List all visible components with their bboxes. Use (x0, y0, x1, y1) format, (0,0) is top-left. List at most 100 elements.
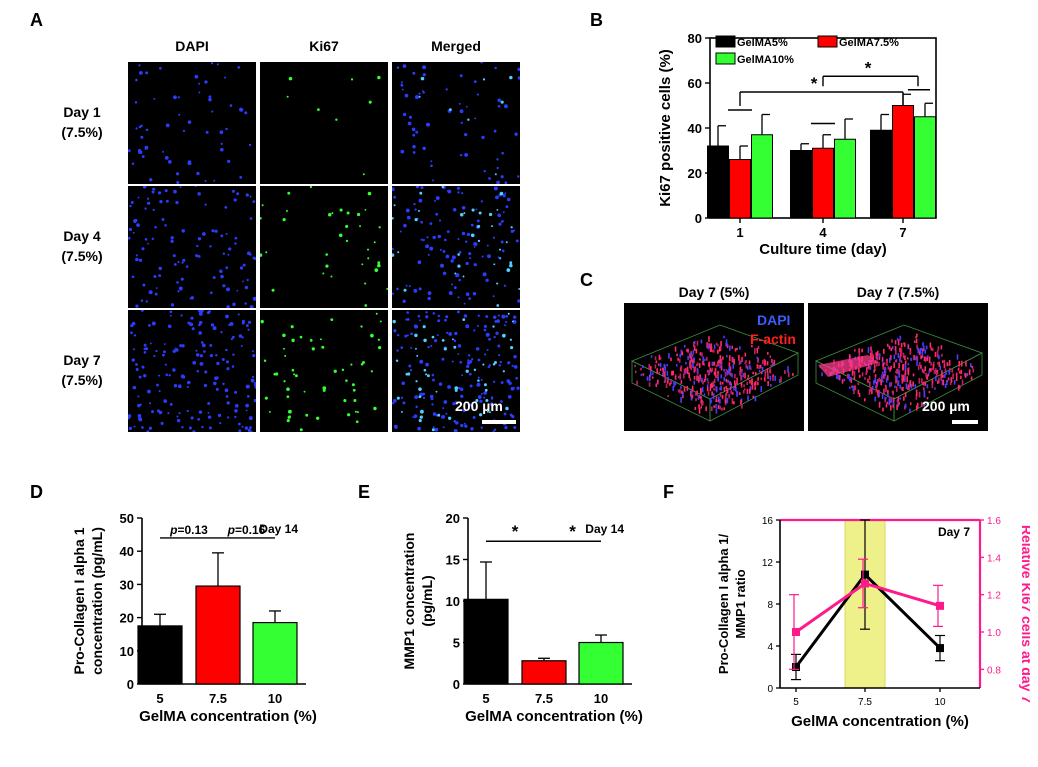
nucleus-dot (178, 113, 181, 116)
nucleus-dot (234, 415, 237, 419)
cell-voxel (889, 367, 891, 372)
cell-voxel (719, 392, 722, 398)
y-tick-label: 0 (127, 677, 134, 692)
nucleus-dot (144, 347, 149, 351)
cell-voxel (877, 389, 879, 396)
marker-square (936, 601, 944, 610)
ki67-dot (400, 410, 403, 413)
cell-voxel (904, 373, 906, 378)
cell-voxel (681, 351, 684, 356)
cell-voxel (740, 375, 743, 381)
nucleus-dot (501, 314, 506, 319)
cell-voxel (901, 374, 903, 380)
nucleus-dot (203, 383, 208, 388)
ki67-dot (322, 272, 325, 275)
nucleus-dot (457, 191, 460, 194)
nucleus-dot (503, 412, 507, 416)
cell-voxel (696, 370, 699, 374)
nucleus-dot (468, 252, 472, 256)
ki67-dot (493, 263, 496, 266)
cell-voxel (885, 386, 887, 392)
cell-voxel (674, 346, 677, 352)
nucleus-dot (471, 406, 474, 409)
cell-voxel (921, 378, 923, 384)
nucleus-dot (483, 169, 486, 173)
nucleus-dot (204, 179, 207, 182)
nucleus-dot (511, 414, 515, 419)
cell-voxel (899, 397, 902, 400)
cell-voxel (915, 394, 918, 400)
cell-voxel (717, 399, 719, 402)
cell-voxel (695, 398, 697, 402)
nucleus-dot (177, 290, 180, 293)
y-tick-label: 5 (453, 636, 460, 651)
x-axis-label: GelMA concentration (%) (139, 708, 317, 725)
cell-voxel (949, 382, 952, 386)
x-tick-label: 7.5 (209, 691, 227, 706)
nucleus-dot (418, 92, 421, 95)
nucleus-dot (415, 186, 420, 189)
nucleus-dot (248, 416, 253, 421)
nucleus-dot (451, 255, 456, 260)
nucleus-dot (396, 287, 399, 291)
cell-voxel (650, 366, 652, 372)
ki67-dot (449, 108, 452, 112)
micrograph-ki67-2 (260, 186, 388, 308)
nucleus-dot (225, 232, 228, 235)
cell-voxel (640, 373, 643, 376)
nucleus-dot (516, 132, 518, 135)
nucleus-dot (141, 365, 145, 369)
cell-voxel (923, 356, 926, 362)
cell-voxel (913, 340, 916, 343)
cell-voxel (946, 380, 948, 386)
ki67-dot (286, 95, 289, 98)
nucleus-dot (483, 396, 486, 399)
cell-voxel (882, 407, 884, 412)
nucleus-dot (437, 319, 441, 323)
ki67-dot (506, 268, 511, 273)
cell-voxel (917, 348, 920, 354)
ki67-dot (509, 75, 513, 80)
nucleus-dot (508, 381, 512, 386)
cell-voxel (699, 395, 701, 399)
cell-voxel (886, 361, 888, 367)
cell-voxel (655, 383, 658, 387)
nucleus-dot (148, 426, 153, 430)
nucleus-dot (455, 274, 458, 278)
micrograph-dapi-3 (128, 310, 256, 432)
cell-voxel (931, 368, 933, 371)
cell-voxel (659, 356, 662, 360)
cell-voxel (715, 386, 718, 393)
ki67-dot (423, 368, 427, 372)
nucleus-dot (479, 399, 483, 403)
nucleus-dot (201, 232, 206, 236)
ki67-dot (282, 218, 286, 222)
cell-voxel (772, 374, 774, 377)
nucleus-dot (419, 319, 421, 322)
cell-voxel (874, 396, 877, 402)
cell-voxel (689, 364, 691, 369)
ki67-dot (454, 388, 458, 392)
nucleus-dot (413, 203, 416, 206)
cell-voxel (721, 407, 723, 411)
cell-voxel (850, 376, 852, 381)
cell-voxel (753, 382, 756, 386)
ki67-dot (407, 372, 411, 376)
ki67-dot (321, 345, 325, 349)
nucleus-dot (419, 359, 424, 364)
nucleus-dot (162, 150, 165, 153)
nucleus-dot (457, 238, 460, 241)
nucleus-dot (503, 104, 508, 109)
nucleus-dot (214, 376, 218, 381)
legend-label: GelMA7.5% (839, 37, 899, 49)
cell-voxel (694, 366, 697, 372)
cell-voxel (936, 350, 939, 356)
cell-voxel (941, 360, 944, 363)
nucleus-dot (432, 412, 437, 416)
nucleus-dot (250, 378, 255, 383)
nucleus-dot (158, 390, 161, 393)
nucleus-dot (493, 129, 497, 133)
cell-voxel (697, 394, 700, 400)
ki67-dot (282, 333, 286, 338)
